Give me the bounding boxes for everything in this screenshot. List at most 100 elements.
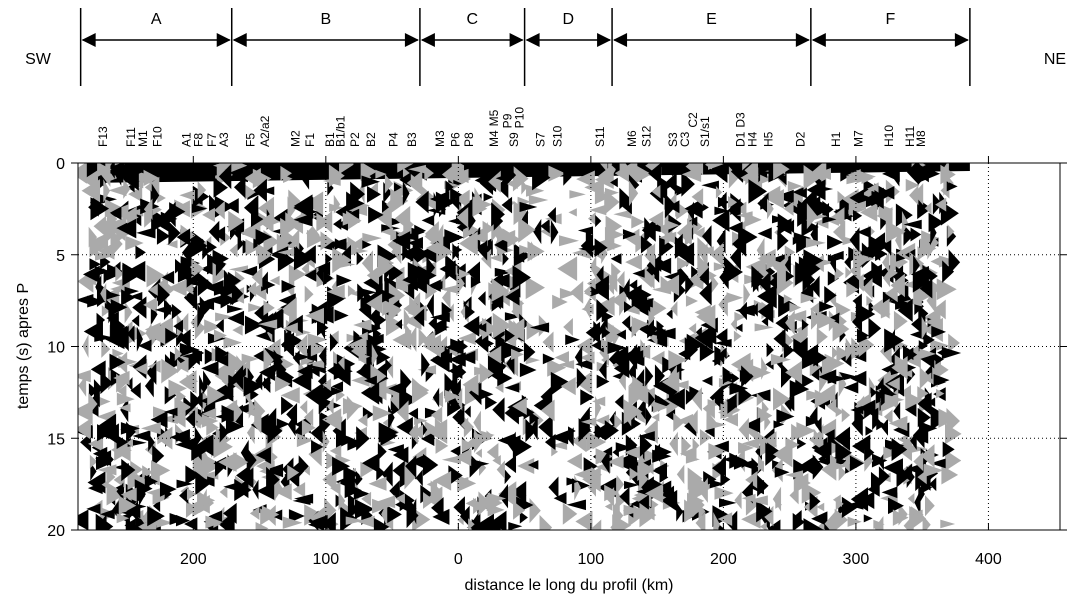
trace-lobe [157, 193, 166, 203]
trace-lobe [418, 328, 428, 348]
trace-lobe [917, 386, 929, 401]
trace-lobe [368, 206, 384, 224]
trace-lobe [197, 181, 207, 199]
trace-lobe [730, 244, 741, 271]
trace-lobe [362, 232, 382, 244]
trace-lobe [798, 256, 819, 280]
trace-lobe [477, 291, 486, 306]
trace-lobe [835, 302, 851, 318]
trace-lobe [143, 198, 153, 220]
trace-lobe [818, 369, 837, 385]
trace-lobe [772, 486, 782, 512]
trace-lobe [623, 504, 643, 517]
trace-lobe [697, 254, 710, 280]
trace-lobe [770, 353, 791, 366]
trace-lobe [148, 363, 157, 383]
trace-lobe [407, 164, 426, 174]
trace-lobe [95, 456, 112, 471]
trace-lobe [919, 278, 933, 299]
trace-lobe [761, 356, 768, 380]
trace-lobe [241, 265, 258, 278]
trace-lobe [701, 225, 712, 248]
trace-lobe [811, 309, 821, 330]
trace-lobe [421, 214, 435, 227]
trace-lobe [512, 397, 527, 416]
trace-lobe [185, 500, 198, 518]
trace-lobe [947, 224, 955, 239]
trace-lobe [539, 514, 553, 530]
trace-lobe [526, 321, 541, 341]
trace-lobe [338, 491, 346, 511]
trace-lobe [504, 382, 520, 393]
trace-lobe [810, 275, 820, 298]
trace-lobe [388, 262, 404, 284]
trace-lobe [185, 409, 196, 429]
trace-lobe [777, 213, 795, 236]
trace-lobe [654, 444, 672, 460]
trace-lobe [714, 206, 730, 216]
trace-lobe [215, 312, 235, 322]
trace-lobe [863, 514, 873, 523]
trace-lobe [346, 395, 359, 421]
trace-lobe [257, 244, 273, 265]
trace-lobe [631, 293, 648, 315]
trace-lobe [839, 315, 847, 328]
trace-lobe [791, 423, 805, 442]
trace-lobe [907, 492, 915, 505]
trace-lobe [651, 350, 665, 367]
trace-lobe [895, 203, 913, 227]
trace-lobe [604, 226, 625, 243]
trace-lobe [745, 258, 764, 276]
trace-lobe [923, 463, 944, 478]
trace-lobe [616, 329, 626, 340]
trace-lobe [612, 447, 619, 458]
trace-lobe [233, 176, 246, 199]
trace-lobe [850, 370, 867, 387]
trace-lobe [358, 331, 368, 341]
trace-lobe [801, 481, 822, 504]
trace-lobe [491, 221, 500, 242]
trace-lobe [204, 348, 218, 365]
trace-lobe [252, 413, 262, 434]
trace-lobe [616, 270, 625, 290]
trace-lobe [733, 330, 742, 342]
trace-lobe [492, 397, 505, 422]
trace-lobe [918, 340, 928, 352]
trace-lobe [870, 386, 878, 399]
trace-lobe [608, 163, 617, 177]
station-label: P10 [512, 107, 526, 129]
trace-lobe [757, 248, 776, 269]
trace-lobe [199, 505, 207, 514]
trace-lobe [232, 454, 249, 470]
trace-lobe [140, 422, 161, 435]
trace-lobe [713, 338, 732, 348]
trace-lobe [830, 253, 837, 273]
trace-lobe [727, 398, 738, 414]
trace-lobe [661, 489, 678, 512]
trace-lobe [866, 187, 884, 209]
trace-lobe [948, 249, 961, 276]
trace-lobe [498, 483, 509, 509]
x-tick-label: 300 [843, 551, 870, 568]
trace-lobe [199, 374, 206, 400]
trace-lobe [784, 245, 796, 260]
trace-lobe [821, 354, 837, 379]
trace-lobe [885, 220, 906, 244]
trace-lobe [942, 441, 955, 458]
trace-lobe [251, 267, 263, 288]
trace-lobe [717, 196, 730, 208]
traces [78, 163, 970, 530]
trace-lobe [647, 272, 655, 290]
trace-lobe [803, 518, 824, 530]
trace-lobe [127, 211, 139, 224]
trace-lobe [404, 465, 416, 490]
trace-lobe [491, 278, 510, 305]
trace-lobe [563, 168, 572, 186]
trace-lobe [358, 354, 367, 365]
station-label: M3 [433, 130, 447, 147]
trace-lobe [202, 207, 215, 222]
trace-lobe [303, 408, 314, 427]
trace-lobe [169, 429, 190, 446]
trace-lobe [692, 438, 700, 453]
trace-lobe [169, 202, 186, 222]
